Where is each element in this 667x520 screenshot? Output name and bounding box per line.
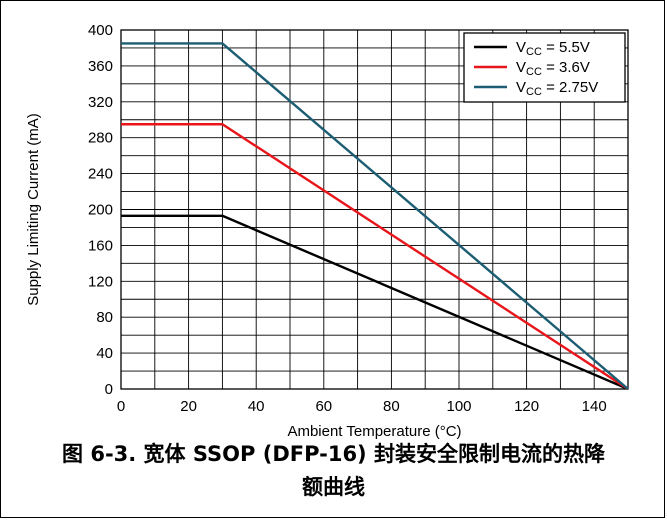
y-tick-label: 200 (88, 202, 113, 219)
y-tick-label: 240 (88, 166, 113, 183)
y-tick-label: 280 (88, 130, 113, 147)
caption-line-1: 图 6-3. 宽体 SSOP (DFP-16) 封装安全限制电流的热降 (62, 442, 605, 466)
figure-caption: 图 6-3. 宽体 SSOP (DFP-16) 封装安全限制电流的热降 额曲线 (0, 438, 667, 504)
derating-chart: 0 40 80 120 160 200 240 280 320 360 400 0 20 40 60 80 1… (25, 22, 629, 440)
x-tick-label: 20 (180, 398, 197, 415)
x-tick-label: 80 (383, 398, 400, 415)
y-tick-label: 400 (88, 22, 113, 39)
legend-label: VCC = 5.5V (516, 39, 590, 58)
y-tick-labels: 0 40 80 120 160 200 240 280 320 360 400 (88, 22, 113, 398)
x-tick-label: 0 (117, 398, 125, 415)
series-line (121, 123, 629, 391)
x-tick-label: 140 (582, 398, 607, 415)
x-tick-label: 100 (446, 398, 471, 415)
series-group (121, 42, 629, 391)
y-axis-label: Supply Limiting Current (mA) (25, 113, 42, 306)
y-tick-label: 320 (88, 94, 113, 111)
grid (121, 30, 628, 389)
x-tick-labels: 0 20 40 60 80 100 120 140 (117, 398, 607, 415)
x-tick-label: 60 (315, 398, 332, 415)
x-axis-label: Ambient Temperature (°C) (287, 423, 461, 440)
caption-line-2: 额曲线 (302, 475, 365, 499)
series-line (121, 42, 629, 390)
plot-border (120, 29, 629, 390)
series-line (121, 214, 629, 391)
y-tick-label: 0 (105, 381, 113, 398)
x-tick-label: 120 (514, 398, 539, 415)
y-tick-label: 80 (96, 309, 113, 326)
x-tick-label: 40 (248, 398, 265, 415)
y-tick-label: 40 (96, 345, 113, 362)
y-tick-label: 160 (88, 237, 113, 254)
legend-label: VCC = 2.75V (516, 79, 598, 98)
y-tick-label: 120 (88, 273, 113, 290)
legend-label: VCC = 3.6V (516, 59, 590, 78)
y-tick-label: 360 (88, 58, 113, 75)
